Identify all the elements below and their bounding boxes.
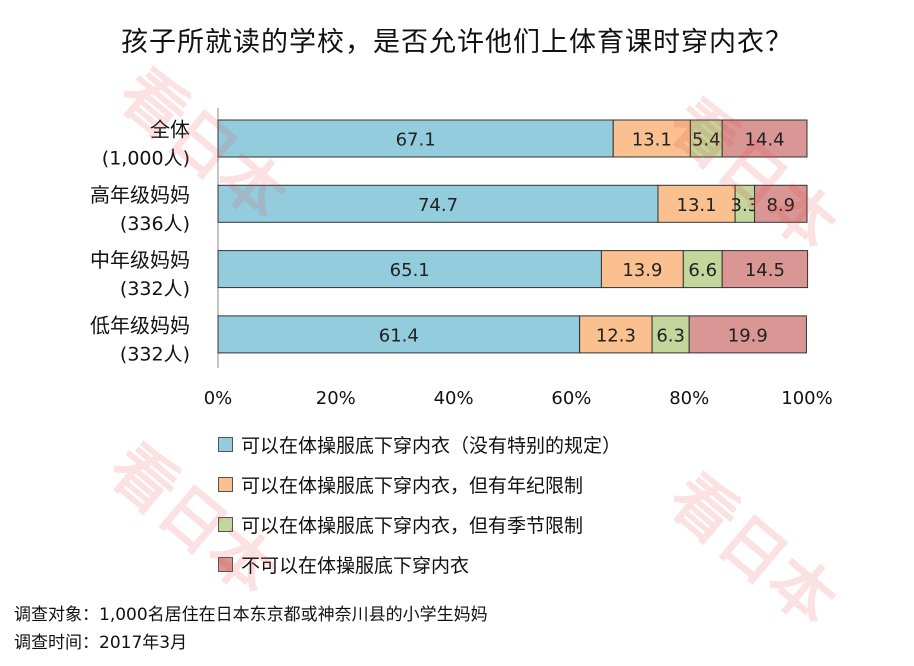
x-tick-label: 40%: [434, 388, 474, 409]
data-label: 13.1: [677, 195, 717, 216]
bar-segment: [688, 315, 807, 354]
legend-item-not-allowed: 不可以在体操服底下穿内衣: [218, 544, 621, 584]
data-label: 8.9: [766, 195, 795, 216]
survey-subject: 调查对象：1,000名居住在日本东京都或神奈川县的小学生妈妈: [14, 605, 488, 625]
bar-segment: [682, 250, 723, 289]
bar-segment: [689, 119, 723, 158]
legend-label: 可以在体操服底下穿内衣，但有年纪限制: [241, 474, 584, 497]
bar-segment: [217, 250, 602, 289]
data-label: 65.1: [390, 260, 430, 281]
data-label: 61.4: [379, 325, 419, 346]
data-label: 74.7: [418, 195, 458, 216]
data-label: 14.5: [745, 260, 785, 281]
legend-label: 不可以在体操服底下穿内衣: [241, 554, 470, 577]
x-tick-label: 60%: [551, 388, 591, 409]
watermark: 看日本: [654, 460, 850, 641]
x-tick-label: 80%: [669, 388, 709, 409]
category-count-label: (332人): [120, 343, 190, 365]
category-label: 低年级妈妈: [90, 313, 190, 337]
category-count-label: (332人): [120, 278, 190, 300]
bar-segment: [217, 184, 659, 223]
survey-period: 调查时间：2017年3月: [14, 633, 188, 653]
data-label: 6.3: [656, 325, 685, 346]
x-tick-label: 0%: [204, 388, 233, 409]
legend-item-age-restriction: 可以在体操服底下穿内衣，但有年纪限制: [218, 464, 621, 504]
data-label: 5.4: [692, 130, 721, 151]
category-label: 高年级妈妈: [90, 183, 190, 207]
data-label: 12.3: [596, 325, 636, 346]
data-label: 3.3: [731, 195, 760, 216]
legend-swatch: [218, 516, 233, 532]
stacked-bar-chart: 全体 (1,000人) 67.1 13.1 5.4 14.4 高年级妈妈 (336人) 74.7…: [90, 108, 833, 409]
data-label: 14.4: [745, 130, 785, 151]
bar-segment: [217, 315, 581, 354]
data-label: 19.9: [728, 325, 768, 346]
data-label: 13.1: [632, 130, 672, 151]
bar-segment: [721, 250, 809, 289]
bar-segment: [657, 184, 736, 223]
bar-segment: [651, 315, 690, 354]
category-label: 中年级妈妈: [90, 248, 190, 272]
bar-segment: [217, 119, 614, 158]
chart-legend: 可以在体操服底下穿内衣（没有特别的规定） 可以在体操服底下穿内衣，但有年纪限制 …: [218, 424, 621, 584]
category-label: 全体: [150, 118, 190, 142]
data-label: 67.1: [396, 130, 436, 151]
legend-item-season-restriction: 可以在体操服底下穿内衣，但有季节限制: [218, 504, 621, 544]
x-tick-label: 20%: [316, 388, 356, 409]
x-tick-label: 100%: [781, 388, 832, 409]
category-count-label: (336人): [120, 213, 190, 235]
bar-segment: [754, 184, 808, 223]
legend-label: 可以在体操服底下穿内衣，但有季节限制: [241, 514, 584, 537]
legend-swatch: [218, 556, 233, 572]
bar-segment: [721, 119, 808, 158]
chart-title: 孩子所就读的学校，是否允许他们上体育课时穿内衣？: [121, 27, 793, 58]
data-label: 13.9: [622, 260, 662, 281]
bar-segment: [612, 119, 691, 158]
data-label: 6.6: [688, 260, 717, 281]
legend-item-no-restriction: 可以在体操服底下穿内衣（没有特别的规定）: [218, 424, 621, 464]
legend-swatch: [218, 476, 233, 492]
category-count-label: (1,000人): [102, 148, 190, 170]
legend-label: 可以在体操服底下穿内衣（没有特别的规定）: [241, 434, 622, 457]
legend-swatch: [218, 436, 233, 452]
